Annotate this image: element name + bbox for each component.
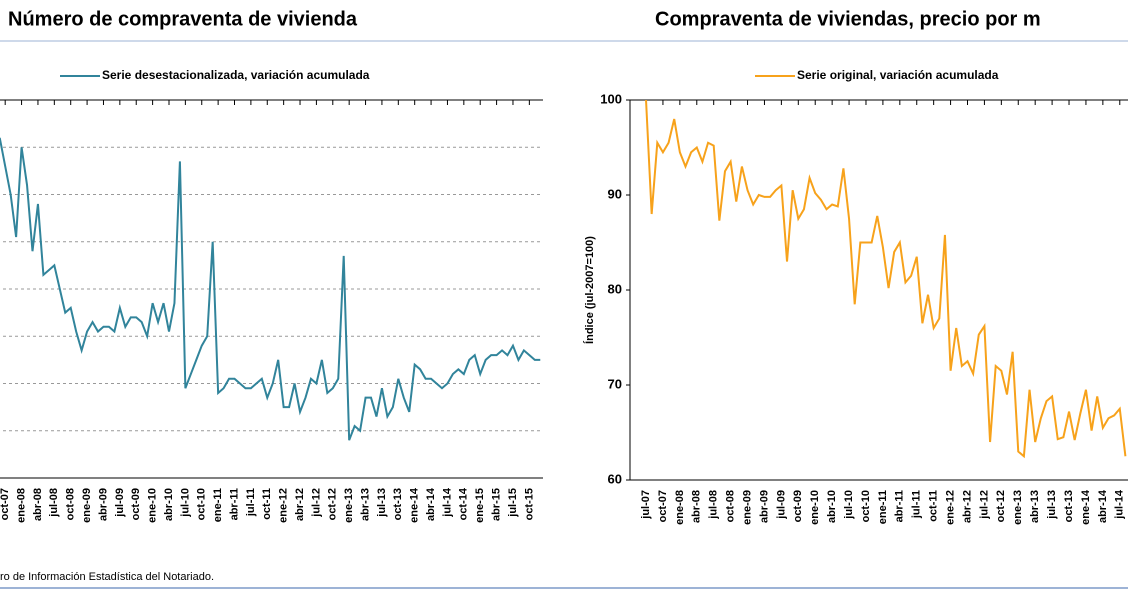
- x-tick-label: jul-11: [911, 490, 923, 519]
- x-tick-label: ene-13: [1012, 490, 1024, 525]
- x-tick-label: jul-15: [507, 488, 519, 518]
- x-tick-label: jul-13: [376, 488, 388, 518]
- legend-label: Serie original, variación acumulada: [797, 68, 999, 82]
- x-tick-label: ene-09: [81, 488, 93, 523]
- x-tick-label: jul-08: [48, 488, 60, 518]
- x-tick-label: abr-13: [1029, 490, 1041, 523]
- x-tick-label: abr-10: [163, 488, 175, 521]
- source-note: ro de Información Estadística del Notari…: [0, 571, 214, 583]
- data-line: [645, 99, 1127, 459]
- x-tick-label: abr-08: [32, 488, 44, 521]
- x-tick-label: abr-11: [228, 488, 240, 520]
- chart-title: Número de compraventa de vivienda: [8, 8, 358, 30]
- x-tick-label: jul-09: [775, 490, 787, 520]
- x-tick-label: abr-15: [490, 488, 502, 521]
- x-tick-label: oct-07: [657, 490, 669, 522]
- y-tick-label: 100: [600, 91, 622, 106]
- y-tick-label: 80: [608, 281, 622, 296]
- x-tick-label: ene-10: [809, 490, 821, 525]
- x-tick-label: abr-09: [758, 490, 770, 523]
- x-tick-label: ene-08: [15, 488, 27, 523]
- x-tick-label: ene-15: [474, 488, 486, 523]
- x-tick-label: ene-13: [343, 488, 355, 523]
- x-tick-label: oct-13: [392, 488, 404, 520]
- x-tick-label: jul-12: [310, 488, 322, 518]
- y-tick-label: 70: [608, 376, 622, 391]
- data-line: [0, 137, 541, 441]
- x-tick-label: ene-11: [212, 488, 224, 522]
- x-tick-label: ene-14: [1080, 489, 1092, 525]
- x-tick-label: oct-08: [725, 490, 737, 522]
- x-tick-label: oct-11: [261, 488, 273, 520]
- x-tick-label: abr-14: [425, 487, 437, 521]
- x-tick-label: oct-15: [523, 488, 535, 520]
- x-tick-label: abr-12: [961, 490, 973, 523]
- x-tick-label: ene-12: [944, 490, 956, 525]
- x-tick-label: jul-10: [843, 490, 855, 520]
- x-tick-label: abr-09: [97, 488, 109, 521]
- x-tick-label: ene-09: [741, 490, 753, 525]
- x-tick-label: ene-14: [409, 487, 421, 523]
- legend-label: Serie desestacionalizada, variación acum…: [102, 68, 370, 82]
- x-tick-label: abr-13: [359, 488, 371, 521]
- y-axis-title: Índice (jul-2007=100): [583, 236, 596, 344]
- x-tick-label: ene-12: [278, 488, 290, 523]
- x-tick-label: abr-10: [826, 490, 838, 523]
- x-tick-label: oct-12: [995, 490, 1007, 522]
- x-tick-label: oct-09: [130, 488, 142, 520]
- x-tick-label: abr-14: [1097, 489, 1109, 523]
- chart-title: Compraventa de viviendas, precio por m: [655, 8, 1041, 30]
- y-tick-label: 90: [608, 186, 622, 201]
- x-tick-label: oct-14: [458, 487, 470, 520]
- x-tick-label: jul-14: [441, 487, 453, 518]
- x-tick-label: oct-07: [0, 488, 11, 520]
- x-tick-label: jul-07: [640, 490, 652, 520]
- x-tick-label: jul-08: [708, 490, 720, 520]
- y-tick-label: 60: [608, 471, 622, 486]
- x-tick-label: oct-08: [65, 488, 77, 520]
- x-tick-label: ene-11: [877, 490, 889, 524]
- x-tick-label: abr-12: [294, 488, 306, 521]
- x-tick-label: jul-12: [978, 490, 990, 520]
- x-tick-label: oct-11: [928, 490, 940, 522]
- x-tick-label: ene-08: [674, 490, 686, 525]
- x-tick-label: oct-10: [196, 488, 208, 520]
- x-tick-label: jul-13: [1046, 490, 1058, 520]
- x-tick-label: abr-11: [894, 490, 906, 522]
- x-tick-label: jul-14: [1114, 489, 1126, 520]
- x-tick-label: oct-13: [1063, 490, 1075, 522]
- x-tick-label: jul-11: [245, 488, 257, 517]
- x-tick-label: ene-10: [147, 488, 159, 523]
- x-tick-label: oct-09: [792, 490, 804, 522]
- x-tick-label: jul-10: [179, 488, 191, 518]
- x-tick-label: oct-10: [860, 490, 872, 522]
- x-tick-label: abr-08: [691, 490, 703, 523]
- x-tick-label: oct-12: [327, 488, 339, 520]
- x-tick-label: jul-09: [114, 488, 126, 518]
